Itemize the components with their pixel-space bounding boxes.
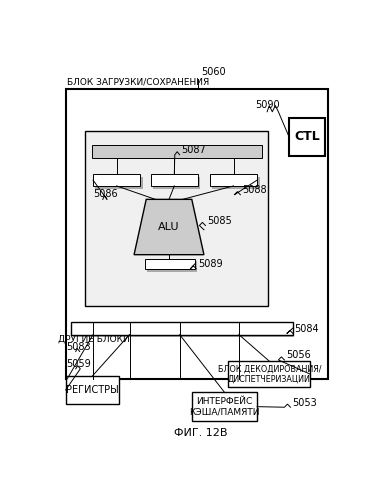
Bar [147, 261, 197, 271]
Bar [212, 178, 260, 189]
Text: 5059: 5059 [66, 359, 91, 369]
Bar [145, 258, 195, 269]
Bar [66, 376, 119, 404]
Bar [151, 174, 198, 186]
Text: 5083: 5083 [66, 342, 90, 352]
Text: 5087: 5087 [181, 145, 206, 155]
Bar [210, 174, 257, 186]
Text: 5088: 5088 [242, 185, 267, 195]
Text: 5089: 5089 [198, 259, 223, 269]
Text: 5090: 5090 [256, 100, 280, 110]
Text: БЛОК ДЕКОДИРОВАНИЯ/
ДИСПЕТЧЕРИЗАЦИИ: БЛОК ДЕКОДИРОВАНИЯ/ ДИСПЕТЧЕРИЗАЦИИ [218, 364, 321, 384]
Bar [228, 361, 310, 387]
Text: ИНТЕРФЕЙС
КЭША/ПАМЯТИ: ИНТЕРФЕЙС КЭША/ПАМЯТИ [189, 397, 260, 416]
Bar [73, 324, 294, 337]
Bar [85, 131, 268, 306]
Bar [289, 118, 325, 156]
Text: БЛОК ЗАГРУЗКИ/СОХРАНЕНИЯ: БЛОК ЗАГРУЗКИ/СОХРАНЕНИЯ [67, 78, 209, 87]
Polygon shape [134, 200, 204, 254]
Text: 5060: 5060 [201, 67, 225, 77]
Text: 5084: 5084 [294, 324, 319, 334]
Bar [93, 174, 140, 186]
Bar [153, 178, 200, 189]
Text: 5086: 5086 [93, 189, 118, 200]
Text: ДРУГИЕ БЛОКИ: ДРУГИЕ БЛОКИ [58, 334, 129, 343]
Text: РЕГИСТРЫ: РЕГИСТРЫ [66, 385, 119, 395]
Text: ALU: ALU [158, 222, 180, 232]
Text: 5085: 5085 [207, 216, 232, 226]
Bar [192, 392, 257, 421]
Bar [96, 178, 143, 189]
Text: 5056: 5056 [286, 350, 311, 360]
Text: ФИГ. 12В: ФИГ. 12В [174, 428, 228, 438]
Bar [71, 322, 293, 335]
Text: 5053: 5053 [292, 398, 317, 408]
Bar [92, 145, 262, 158]
Text: CTL: CTL [294, 130, 320, 143]
Bar [66, 89, 328, 379]
